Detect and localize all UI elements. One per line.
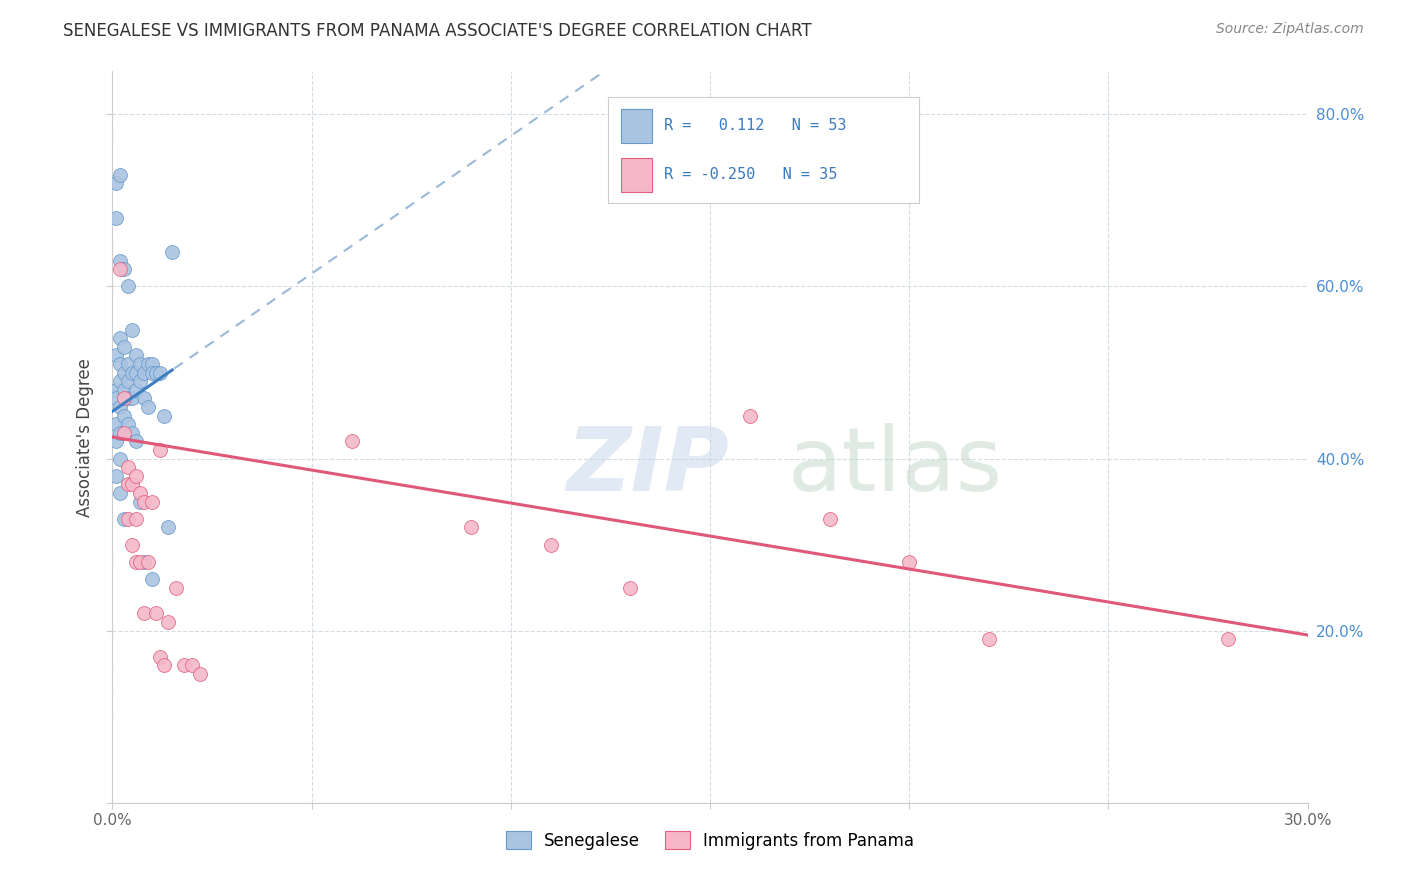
Point [134, 555, 156, 569]
Point [138, 555, 160, 569]
Point [121, 477, 143, 491]
Point [818, 512, 841, 526]
Point [114, 425, 135, 440]
Point [105, 176, 128, 190]
Point [149, 366, 172, 380]
Point [145, 366, 167, 380]
Point [117, 477, 139, 491]
Point [1216, 632, 1239, 647]
Point [153, 658, 176, 673]
Point [110, 374, 132, 388]
Point [181, 658, 204, 673]
Point [141, 366, 163, 380]
Point [105, 417, 128, 432]
Point [138, 357, 160, 371]
Y-axis label: Associate's Degree: Associate's Degree [76, 358, 94, 516]
Point [134, 607, 156, 621]
Point [121, 538, 143, 552]
Point [125, 555, 148, 569]
Point [129, 486, 152, 500]
Point [121, 366, 143, 380]
Point [105, 434, 128, 449]
Point [105, 348, 128, 362]
Point [149, 649, 172, 664]
Point [117, 279, 139, 293]
Point [134, 392, 156, 406]
Point [340, 434, 363, 449]
Point [129, 555, 152, 569]
Point [162, 245, 183, 260]
Point [105, 211, 128, 225]
Point [134, 366, 156, 380]
Point [188, 666, 211, 681]
Point [114, 366, 135, 380]
Point [125, 383, 148, 397]
Legend: Senegalese, Immigrants from Panama: Senegalese, Immigrants from Panama [499, 824, 921, 856]
Point [173, 658, 195, 673]
Point [165, 581, 187, 595]
Point [110, 331, 132, 345]
Point [121, 322, 143, 336]
Point [117, 460, 139, 475]
Point [125, 512, 148, 526]
Point [540, 538, 562, 552]
Point [121, 392, 143, 406]
Point [110, 486, 132, 500]
Point [619, 581, 641, 595]
Point [110, 425, 132, 440]
Point [460, 520, 482, 534]
Point [157, 520, 180, 534]
Point [145, 607, 167, 621]
Point [110, 451, 132, 466]
Point [129, 357, 152, 371]
Point [125, 366, 148, 380]
Point [125, 434, 148, 449]
Point [898, 555, 921, 569]
Point [110, 357, 132, 371]
Point [117, 512, 139, 526]
Point [110, 168, 132, 182]
Point [110, 400, 132, 414]
Point [125, 468, 148, 483]
Text: Source: ZipAtlas.com: Source: ZipAtlas.com [1216, 22, 1364, 37]
Point [141, 357, 163, 371]
Point [105, 392, 128, 406]
Point [117, 374, 139, 388]
Point [110, 253, 132, 268]
Point [114, 340, 135, 354]
Point [134, 494, 156, 508]
Point [125, 348, 148, 362]
Point [117, 392, 139, 406]
Point [117, 357, 139, 371]
Point [121, 425, 143, 440]
Text: ZIP: ZIP [567, 423, 730, 510]
Point [129, 374, 152, 388]
Point [114, 425, 135, 440]
Point [153, 409, 176, 423]
Point [105, 468, 128, 483]
Text: atlas: atlas [787, 423, 1002, 510]
Point [114, 409, 135, 423]
Point [157, 615, 180, 629]
Point [738, 409, 761, 423]
Point [149, 442, 172, 457]
Point [141, 494, 163, 508]
Point [129, 494, 152, 508]
Point [105, 383, 128, 397]
Point [114, 262, 135, 277]
Text: SENEGALESE VS IMMIGRANTS FROM PANAMA ASSOCIATE'S DEGREE CORRELATION CHART: SENEGALESE VS IMMIGRANTS FROM PANAMA ASS… [63, 22, 811, 40]
Point [110, 262, 132, 277]
Point [114, 383, 135, 397]
Point [117, 417, 139, 432]
Point [141, 572, 163, 586]
Point [138, 400, 160, 414]
Point [114, 512, 135, 526]
Point [114, 392, 135, 406]
Point [977, 632, 1000, 647]
